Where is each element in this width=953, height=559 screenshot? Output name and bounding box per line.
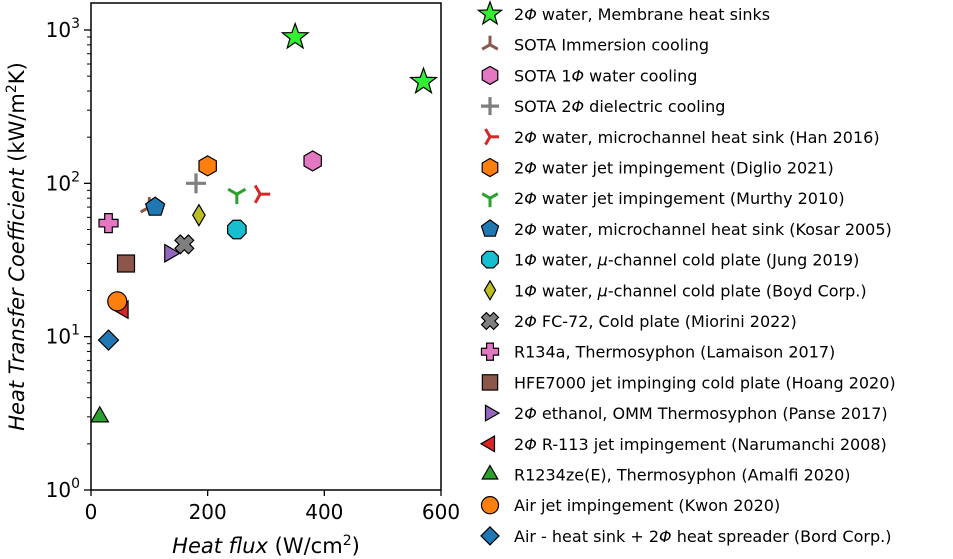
point-s10-p0 (174, 234, 195, 255)
point-s15-p0 (90, 405, 110, 423)
point-s4-p0-arm (253, 184, 262, 195)
legend-marker-7 (480, 219, 500, 237)
legend-label-6: 2Φ water jet impingement (Murthy 2010) (514, 189, 845, 208)
x-tick-label: 400 (305, 500, 343, 524)
point-s16-p0 (107, 291, 128, 312)
legend-label-5: 2Φ water jet impingement (Diglio 2021) (514, 159, 834, 178)
point-s6-p0-arm (236, 187, 247, 196)
point-s13-p0 (164, 243, 181, 263)
plot-area (90, 21, 439, 423)
y-tick-label: 102 (46, 169, 80, 195)
plot-frame (90, 2, 442, 491)
legend-marker-1 (481, 35, 499, 51)
point-s2-p0 (303, 150, 322, 172)
legend-marker-15 (481, 464, 499, 480)
x-tick-label: 0 (85, 500, 98, 524)
legend-marker-0 (476, 0, 504, 26)
legend-marker-6-arm (489, 192, 499, 200)
y-axis-title: Heat Transfer Coefficient (kW/m2K) (4, 62, 29, 431)
legend-label-17: Air - heat sink + 2Φ heat spreader (Bord… (514, 527, 891, 546)
legend-label-11: R134a, Thermosyphon (Lamaison 2017) (514, 343, 835, 362)
point-s6-p0 (227, 187, 247, 205)
legend-marker-11 (480, 342, 500, 361)
point-s5-p0 (198, 155, 217, 177)
legend-label-2: SOTA 1Φ water cooling (514, 66, 697, 85)
x-tick-label: 600 (422, 500, 460, 524)
legend-marker-5 (481, 157, 499, 178)
legend-label-14: 2Φ R-113 jet impingement (Narumanchi 200… (514, 435, 887, 454)
legend-marker-1-arm (481, 43, 491, 51)
legend-label-1: SOTA Immersion cooling (514, 36, 709, 55)
legend-marker-8 (481, 250, 499, 269)
point-s9-p0 (192, 203, 206, 227)
legend-label-12: HFE7000 jet impinging cold plate (Hoang … (514, 373, 896, 392)
legend-label-7: 2Φ water, microchannel heat sink (Kosar … (514, 220, 892, 239)
legend-label-15: R1234ze(E), Thermosyphon (Amalfi 2020) (514, 466, 851, 485)
legend-label-9: 1Φ water, μ-channel cold plate (Boyd Cor… (514, 281, 867, 300)
point-s6-p0-arm (227, 187, 238, 196)
legend-marker-4-arm (484, 136, 492, 146)
point-s0-p0 (280, 21, 310, 50)
point-s8-p0 (226, 219, 247, 240)
legend-marker-6-arm (481, 192, 491, 200)
legend-label-16: Air jet impingement (Kwon 2020) (514, 496, 780, 515)
axes: 0 200 400 600 100 101 102 103 Heat flux (W/cm2) H… (4, 2, 460, 558)
legend-marker-9 (483, 279, 497, 301)
x-tick-label: 200 (189, 500, 227, 524)
legend-marker-4 (484, 128, 499, 146)
point-s4-p0 (253, 184, 271, 204)
legend-marker-14 (479, 434, 496, 453)
point-s3-p0 (186, 173, 206, 194)
legend-marker-1-arm (489, 43, 499, 51)
point-s12-p0 (116, 254, 136, 273)
legend-marker-3 (481, 97, 499, 116)
legend-marker-4-arm (484, 128, 492, 138)
legend-label-0: 2Φ water, Membrane heat sinks (514, 5, 770, 24)
y-tick-label: 100 (46, 476, 80, 502)
legend-label-13: 2Φ ethanol, OMM Thermosyphon (Panse 2017… (514, 404, 888, 423)
legend-marker-16 (480, 496, 500, 515)
legend-label-4: 2Φ water, microchannel heat sink (Han 20… (514, 128, 880, 147)
legend-label-8: 1Φ water, μ-channel cold plate (Jung 201… (514, 251, 859, 270)
legend-label-3: SOTA 2Φ dielectric cooling (514, 97, 725, 116)
point-s11-p0 (98, 213, 119, 234)
legend-label-10: 2Φ FC-72, Cold plate (Miorini 2022) (514, 312, 797, 331)
legend: 2Φ water, Membrane heat sinks SOTA Immers… (476, 0, 896, 546)
legend-marker-13 (484, 404, 501, 422)
point-s17-p0 (97, 329, 120, 351)
legend-marker-17 (480, 526, 500, 546)
legend-marker-2 (481, 65, 499, 86)
x-axis-title: Heat flux (W/cm2) (172, 533, 360, 558)
point-s7-p0 (144, 196, 166, 216)
point-s0-p1 (408, 66, 439, 95)
legend-marker-10 (480, 311, 500, 331)
legend-marker-12 (481, 374, 499, 391)
y-tick-label: 101 (46, 323, 80, 349)
legend-marker-6 (481, 192, 499, 208)
point-s4-p0-arm (253, 193, 262, 204)
y-tick-label: 103 (46, 16, 80, 42)
